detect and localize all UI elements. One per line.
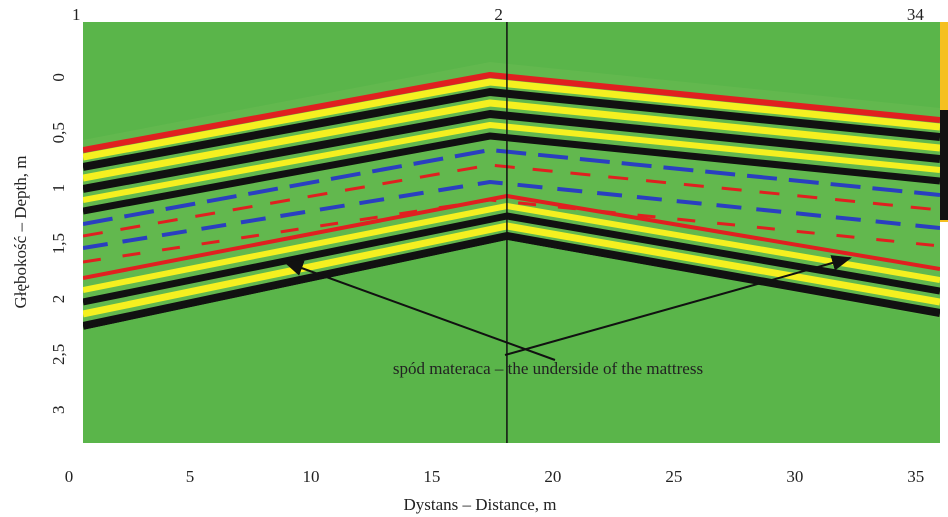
x-tick-label: 15 bbox=[423, 467, 440, 486]
x-tick-label: 30 bbox=[786, 467, 803, 486]
y-axis-label: Głębokość – Depth, m bbox=[11, 156, 30, 309]
x-tick-label: 5 bbox=[186, 467, 195, 486]
y-tick-label: 0,5 bbox=[49, 122, 68, 143]
marker-label: 1 bbox=[72, 5, 81, 24]
annotation: spód materaca – the underside of the mat… bbox=[393, 359, 703, 378]
y-tick-label: 2,5 bbox=[49, 344, 68, 365]
y-tick-label: 0 bbox=[49, 73, 68, 82]
x-axis-label: Dystans – Distance, m bbox=[404, 495, 557, 514]
y-tick-label: 3 bbox=[49, 406, 68, 415]
x-tick-label: 10 bbox=[302, 467, 319, 486]
x-tick-label: 35 bbox=[907, 467, 924, 486]
y-tick-label: 1 bbox=[49, 184, 68, 193]
x-tick-label: 25 bbox=[665, 467, 682, 486]
y-tick-label: 2 bbox=[49, 295, 68, 304]
marker-label: 34 bbox=[907, 5, 925, 24]
marker-label: 2 bbox=[494, 5, 503, 24]
arrow bbox=[283, 260, 556, 361]
x-tick-label: 0 bbox=[65, 467, 74, 486]
y-tick-label: 1,5 bbox=[49, 233, 68, 254]
colorbar bbox=[940, 110, 948, 220]
arrow bbox=[504, 255, 852, 356]
x-tick-label: 20 bbox=[544, 467, 561, 486]
